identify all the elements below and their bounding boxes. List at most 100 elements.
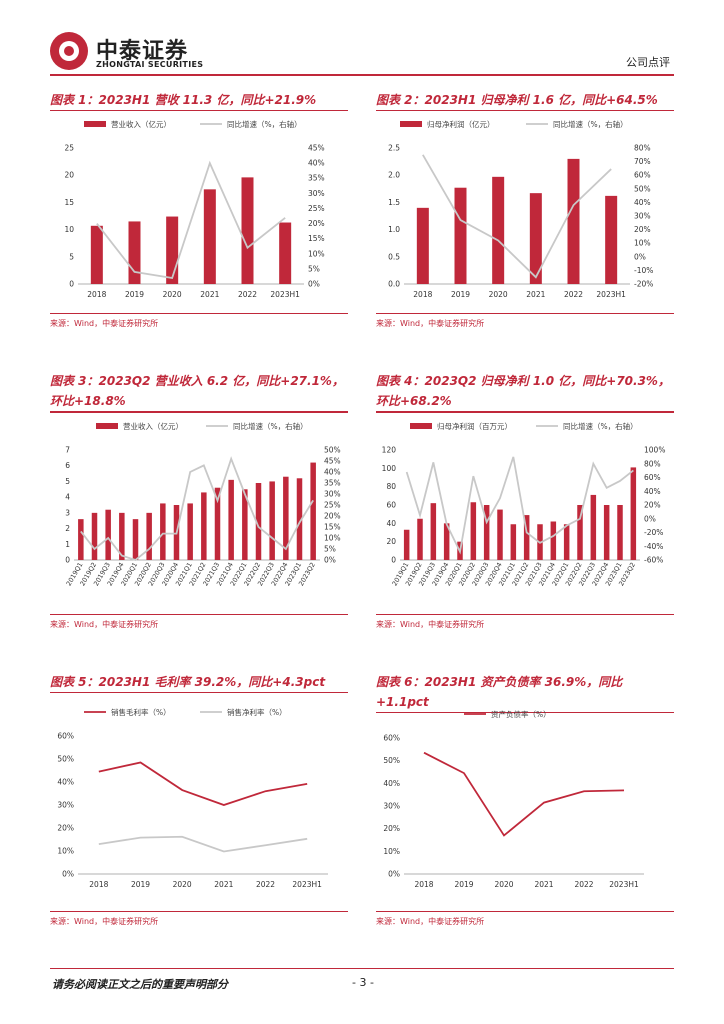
figure-6-title: 图表 6：2023H1 资产负债率 36.9%，同比+1.1pct bbox=[376, 672, 674, 713]
legend-label: 同比增速（%，右轴） bbox=[233, 421, 308, 431]
y-tick-label: 5 bbox=[69, 252, 74, 261]
legend-label: 销售毛利率（%） bbox=[111, 707, 171, 717]
legend-label: 归母净利润（百万元） bbox=[437, 421, 512, 431]
y2-tick-label: 40% bbox=[308, 159, 325, 168]
bar bbox=[187, 503, 193, 560]
series-line bbox=[98, 761, 308, 806]
y2-tick-label: 35% bbox=[324, 479, 341, 488]
y2-tick-label: 50% bbox=[634, 184, 651, 193]
y-tick-label: 3 bbox=[65, 508, 70, 517]
x-tick-label: 2022 bbox=[256, 880, 275, 889]
bar bbox=[603, 505, 610, 560]
bar bbox=[550, 521, 557, 560]
legend-swatch bbox=[410, 423, 432, 429]
figure-2-source: 来源：Wind，中泰证券研究所 bbox=[376, 313, 674, 328]
y-tick-label: 60% bbox=[57, 732, 74, 741]
bar bbox=[403, 529, 410, 560]
bar bbox=[241, 177, 254, 284]
legend-swatch bbox=[96, 423, 118, 429]
y2-tick-label: 60% bbox=[644, 473, 661, 482]
y-tick-label: 10 bbox=[64, 225, 74, 234]
x-tick-label: 2023H1 bbox=[596, 290, 626, 299]
y2-tick-label: 80% bbox=[634, 144, 651, 153]
y2-tick-label: 30% bbox=[324, 490, 341, 499]
bar bbox=[310, 462, 316, 560]
x-tick-label: 2018 bbox=[89, 880, 108, 889]
x-tick-label: 2020 bbox=[494, 880, 513, 889]
y2-tick-label: 25% bbox=[308, 204, 325, 213]
figure-2-title: 图表 2：2023H1 归母净利 1.6 亿，同比+64.5% bbox=[376, 90, 674, 111]
x-tick-label: 2018 bbox=[87, 290, 106, 299]
bar bbox=[90, 225, 103, 284]
y-tick-label: 80 bbox=[386, 482, 396, 491]
x-tick-label: 2022 bbox=[574, 880, 593, 889]
y2-tick-label: 70% bbox=[634, 157, 651, 166]
figure-1-chart: 0 5 10 15 20 25 0% 5% 10% 15% 20% 25% 30% 35% 40% 45% 20… bbox=[50, 114, 348, 308]
legend-label: 销售净利率（%） bbox=[227, 707, 287, 717]
figure-5-title: 图表 5：2023H1 毛利率 39.2%，同比+4.3pct bbox=[50, 672, 348, 693]
x-tick-label: 2022 bbox=[238, 290, 257, 299]
x-tick-label: 2019 bbox=[454, 880, 473, 889]
chart-6-svg: 0% 10% 20% 30% 40% 50% 60% 2018 2019 2020 2021 2022… bbox=[383, 709, 644, 889]
bar bbox=[146, 512, 152, 560]
x-tick-label: 2022 bbox=[564, 290, 583, 299]
bar bbox=[617, 505, 623, 560]
y-tick-label: 60 bbox=[386, 501, 396, 510]
bar bbox=[630, 467, 637, 560]
y2-tick-label: 30% bbox=[634, 212, 651, 221]
bar bbox=[590, 494, 597, 560]
company-logo: 中泰证券 ZHONGTAI SECURITIES bbox=[50, 32, 220, 72]
y2-tick-label: 0% bbox=[308, 280, 320, 289]
y2-tick-label: 15% bbox=[308, 234, 325, 243]
bar bbox=[201, 492, 207, 560]
bar bbox=[132, 519, 139, 560]
page-number: - 3 - bbox=[352, 976, 374, 989]
y2-tick-label: 5% bbox=[308, 264, 320, 273]
legend-swatch bbox=[400, 121, 422, 127]
y-tick-label: 40 bbox=[386, 519, 396, 528]
bar bbox=[269, 481, 275, 560]
legend-label: 资产负债率（%） bbox=[491, 709, 551, 719]
figure-4-chart: 0 20 40 60 80 100 120 -60% -40% -20% 0% 20% 40% 60% 80… bbox=[376, 416, 674, 606]
y2-tick-label: 5% bbox=[324, 545, 336, 554]
bar bbox=[454, 187, 467, 284]
y2-tick-label: 35% bbox=[308, 174, 325, 183]
x-tick-label: 2019 bbox=[125, 290, 144, 299]
x-tick-label: 2020 bbox=[163, 290, 182, 299]
y2-tick-label: 40% bbox=[324, 468, 341, 477]
y-tick-label: 15 bbox=[64, 198, 74, 207]
legend-label: 同比增速（%，右轴） bbox=[227, 119, 302, 129]
y2-tick-label: 10% bbox=[308, 249, 325, 258]
y2-tick-label: 45% bbox=[324, 457, 341, 466]
y-tick-label: 25 bbox=[64, 144, 74, 153]
figure-6-source: 来源：Wind，中泰证券研究所 bbox=[376, 911, 674, 926]
chart-1-svg: 0 5 10 15 20 25 0% 5% 10% 15% 20% 25% 30% 35% 40% 45% 20… bbox=[64, 119, 325, 299]
y-tick-label: 10% bbox=[383, 847, 400, 856]
series-line bbox=[98, 835, 308, 853]
bar bbox=[523, 515, 530, 560]
x-tick-label: 2018 bbox=[414, 880, 433, 889]
y-tick-label: 5 bbox=[65, 477, 70, 486]
figure-3-title: 图表 3：2023Q2 营业收入 6.2 亿，同比+27.1%，环比+18.8% bbox=[50, 374, 344, 408]
y-tick-label: 20% bbox=[383, 824, 400, 833]
y-tick-label: 1 bbox=[65, 540, 70, 549]
legend-swatch bbox=[84, 121, 106, 127]
logo-english-name: ZHONGTAI SECURITIES bbox=[96, 60, 204, 69]
series-line bbox=[96, 160, 286, 279]
bar bbox=[605, 195, 618, 284]
figure-4-source: 来源：Wind，中泰证券研究所 bbox=[376, 614, 674, 629]
chart-3-svg: 012345670%5%10%15%20%25%30%35%40%45%50%2… bbox=[65, 421, 341, 587]
series-line bbox=[422, 154, 612, 279]
y-tick-label: 50% bbox=[57, 755, 74, 764]
bar bbox=[119, 512, 125, 560]
y2-tick-label: 45% bbox=[308, 144, 325, 153]
y2-tick-label: 60% bbox=[634, 171, 651, 180]
bar bbox=[166, 216, 179, 284]
y2-tick-label: 80% bbox=[644, 459, 661, 468]
y2-tick-label: 20% bbox=[634, 225, 651, 234]
y-tick-label: 10% bbox=[57, 847, 74, 856]
y-tick-label: 120 bbox=[382, 446, 397, 455]
x-tick-label: 2020 bbox=[489, 290, 508, 299]
y-tick-label: 40% bbox=[57, 778, 74, 787]
series-line bbox=[405, 456, 634, 555]
